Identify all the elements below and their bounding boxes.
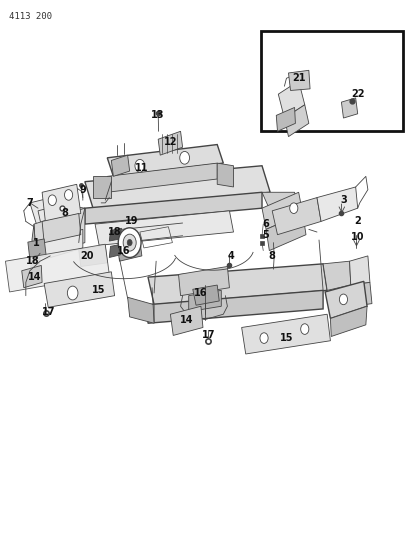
Polygon shape (316, 187, 357, 221)
Text: 21: 21 (291, 73, 305, 83)
Text: 8: 8 (61, 208, 68, 219)
Text: 14: 14 (28, 272, 41, 282)
Polygon shape (350, 282, 371, 306)
Polygon shape (93, 176, 111, 198)
Polygon shape (95, 211, 233, 245)
Text: 7: 7 (27, 198, 33, 208)
Text: 9: 9 (79, 184, 86, 195)
Circle shape (48, 195, 56, 206)
Polygon shape (5, 244, 109, 292)
Circle shape (289, 203, 297, 214)
Text: 16: 16 (194, 288, 207, 298)
Polygon shape (217, 163, 233, 187)
Polygon shape (42, 184, 81, 221)
Polygon shape (284, 105, 308, 136)
Bar (261, 30, 402, 131)
Polygon shape (44, 272, 115, 308)
Polygon shape (241, 314, 330, 354)
Circle shape (123, 234, 136, 251)
Circle shape (67, 286, 78, 300)
Polygon shape (50, 203, 85, 224)
Text: 4: 4 (227, 251, 234, 261)
Polygon shape (38, 221, 76, 251)
Text: 17: 17 (202, 330, 215, 341)
Text: 12: 12 (163, 137, 177, 147)
Polygon shape (117, 240, 142, 261)
Polygon shape (178, 266, 229, 296)
Polygon shape (322, 261, 350, 290)
Polygon shape (324, 281, 366, 318)
Text: 2: 2 (353, 216, 360, 227)
Text: 3: 3 (339, 195, 346, 205)
Polygon shape (34, 208, 85, 256)
Polygon shape (28, 239, 46, 260)
Polygon shape (192, 285, 219, 305)
Text: 20: 20 (80, 251, 93, 261)
Text: 15: 15 (92, 285, 106, 295)
Polygon shape (42, 214, 81, 243)
Circle shape (339, 294, 347, 305)
Polygon shape (261, 192, 302, 229)
Text: 22: 22 (350, 89, 364, 99)
Polygon shape (261, 192, 298, 211)
Polygon shape (79, 245, 107, 266)
Polygon shape (109, 244, 121, 257)
Circle shape (259, 333, 267, 343)
Polygon shape (85, 166, 270, 208)
Polygon shape (276, 108, 294, 131)
Polygon shape (288, 70, 309, 91)
Polygon shape (85, 192, 261, 224)
Text: 15: 15 (279, 333, 292, 343)
Text: 10: 10 (350, 232, 364, 243)
Polygon shape (148, 264, 326, 305)
Circle shape (127, 239, 132, 246)
Text: 1: 1 (33, 238, 39, 248)
Polygon shape (32, 224, 37, 272)
Text: 8: 8 (268, 251, 275, 261)
Text: 4113 200: 4113 200 (9, 12, 52, 21)
Text: 18: 18 (108, 227, 121, 237)
Circle shape (118, 228, 141, 257)
Polygon shape (109, 228, 121, 241)
Polygon shape (22, 265, 42, 288)
Polygon shape (330, 306, 366, 336)
Polygon shape (278, 81, 304, 118)
Polygon shape (349, 256, 369, 285)
Polygon shape (111, 155, 129, 176)
Text: 13: 13 (151, 110, 164, 120)
Text: 6: 6 (262, 219, 269, 229)
Text: 18: 18 (26, 256, 40, 266)
Polygon shape (265, 214, 305, 251)
Circle shape (64, 190, 72, 200)
Text: 5: 5 (262, 230, 269, 240)
Polygon shape (36, 229, 83, 261)
Polygon shape (170, 306, 202, 335)
Text: 11: 11 (135, 164, 148, 173)
Circle shape (179, 151, 189, 164)
Polygon shape (272, 198, 320, 235)
Polygon shape (158, 131, 182, 155)
Polygon shape (148, 290, 322, 323)
Polygon shape (127, 297, 154, 323)
Polygon shape (107, 144, 223, 176)
Text: 17: 17 (41, 306, 55, 317)
Polygon shape (30, 195, 72, 229)
Circle shape (135, 159, 144, 172)
Polygon shape (30, 257, 40, 272)
Text: 16: 16 (117, 246, 130, 256)
Text: 14: 14 (180, 314, 193, 325)
Circle shape (300, 324, 308, 334)
Polygon shape (341, 98, 357, 118)
Polygon shape (188, 290, 221, 312)
Polygon shape (107, 163, 217, 192)
Text: 19: 19 (125, 216, 138, 227)
